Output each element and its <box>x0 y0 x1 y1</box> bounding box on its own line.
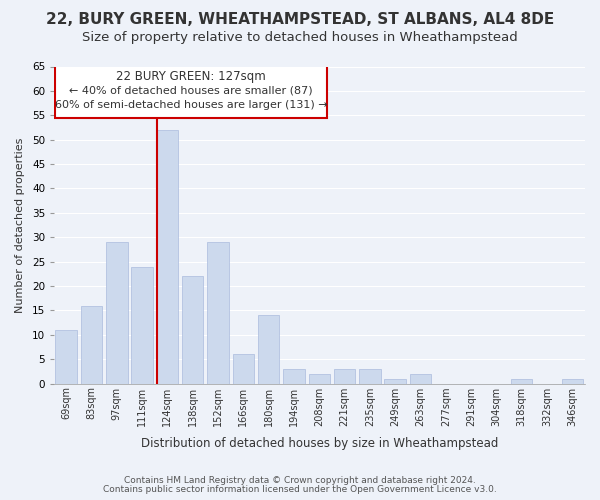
Bar <box>562 378 583 384</box>
Bar <box>233 354 254 384</box>
Text: Contains HM Land Registry data © Crown copyright and database right 2024.: Contains HM Land Registry data © Crown c… <box>124 476 476 485</box>
Text: 22, BURY GREEN, WHEATHAMPSTEAD, ST ALBANS, AL4 8DE: 22, BURY GREEN, WHEATHAMPSTEAD, ST ALBAN… <box>46 12 554 28</box>
Bar <box>410 374 431 384</box>
Bar <box>511 378 532 384</box>
Bar <box>385 378 406 384</box>
Bar <box>359 369 380 384</box>
Bar <box>131 266 153 384</box>
Bar <box>157 130 178 384</box>
Text: ← 40% of detached houses are smaller (87): ← 40% of detached houses are smaller (87… <box>69 86 313 96</box>
Bar <box>81 306 102 384</box>
Text: Contains public sector information licensed under the Open Government Licence v3: Contains public sector information licen… <box>103 485 497 494</box>
Bar <box>258 316 280 384</box>
Bar <box>308 374 330 384</box>
Text: 60% of semi-detached houses are larger (131) →: 60% of semi-detached houses are larger (… <box>55 100 327 110</box>
Bar <box>106 242 128 384</box>
Bar <box>207 242 229 384</box>
Bar <box>55 330 77 384</box>
Y-axis label: Number of detached properties: Number of detached properties <box>15 138 25 312</box>
X-axis label: Distribution of detached houses by size in Wheathampstead: Distribution of detached houses by size … <box>140 437 498 450</box>
Bar <box>334 369 355 384</box>
Bar <box>283 369 305 384</box>
Bar <box>182 276 203 384</box>
Text: Size of property relative to detached houses in Wheathampstead: Size of property relative to detached ho… <box>82 31 518 44</box>
Text: 22 BURY GREEN: 127sqm: 22 BURY GREEN: 127sqm <box>116 70 266 83</box>
Bar <box>55 64 327 118</box>
